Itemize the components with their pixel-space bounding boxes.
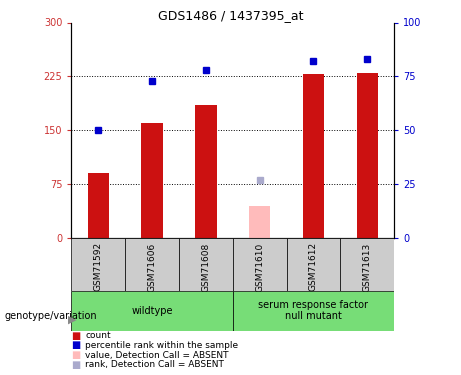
Text: rank, Detection Call = ABSENT: rank, Detection Call = ABSENT xyxy=(85,360,224,369)
Text: count: count xyxy=(85,331,111,340)
Text: serum response factor
null mutant: serum response factor null mutant xyxy=(259,300,368,321)
Text: ■: ■ xyxy=(71,340,81,350)
Text: GSM71592: GSM71592 xyxy=(94,242,103,291)
Text: ■: ■ xyxy=(71,331,81,340)
Text: GSM71613: GSM71613 xyxy=(363,242,372,292)
Text: GSM71606: GSM71606 xyxy=(148,242,157,292)
Text: percentile rank within the sample: percentile rank within the sample xyxy=(85,341,238,350)
Bar xyxy=(287,238,340,291)
Text: ▶: ▶ xyxy=(68,315,77,324)
Text: wildtype: wildtype xyxy=(131,306,173,316)
Bar xyxy=(142,123,163,238)
Bar xyxy=(356,73,378,238)
Bar xyxy=(233,291,394,331)
Bar xyxy=(249,206,271,238)
Bar xyxy=(179,238,233,291)
Bar xyxy=(303,74,324,238)
Text: genotype/variation: genotype/variation xyxy=(5,311,97,321)
Text: value, Detection Call = ABSENT: value, Detection Call = ABSENT xyxy=(85,351,229,360)
Text: GSM71610: GSM71610 xyxy=(255,242,264,292)
Bar xyxy=(233,238,287,291)
Text: ■: ■ xyxy=(71,360,81,370)
Bar xyxy=(340,238,394,291)
Bar xyxy=(71,291,233,331)
Text: GSM71612: GSM71612 xyxy=(309,242,318,291)
Bar xyxy=(71,238,125,291)
Text: GDS1486 / 1437395_at: GDS1486 / 1437395_at xyxy=(158,9,303,22)
Text: ■: ■ xyxy=(71,350,81,360)
Text: GSM71608: GSM71608 xyxy=(201,242,210,292)
Bar xyxy=(195,105,217,238)
Bar xyxy=(125,238,179,291)
Bar xyxy=(88,173,109,238)
